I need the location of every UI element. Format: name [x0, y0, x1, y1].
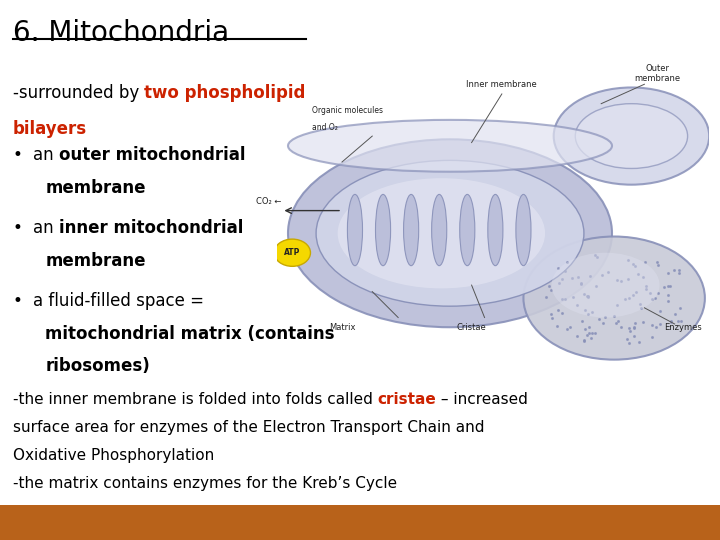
- Ellipse shape: [523, 237, 705, 360]
- Text: membrane: membrane: [45, 252, 146, 270]
- Text: an: an: [33, 146, 59, 164]
- Circle shape: [274, 239, 310, 266]
- Text: outer mitochondrial: outer mitochondrial: [59, 146, 246, 164]
- Text: ATP: ATP: [284, 248, 300, 257]
- Text: Oxidative Phosphorylation: Oxidative Phosphorylation: [13, 448, 215, 463]
- Text: ribosomes): ribosomes): [45, 357, 150, 375]
- Ellipse shape: [348, 194, 363, 266]
- Ellipse shape: [488, 194, 503, 266]
- Text: an: an: [33, 219, 59, 237]
- Ellipse shape: [338, 178, 545, 288]
- Ellipse shape: [575, 104, 688, 168]
- Ellipse shape: [516, 194, 531, 266]
- Text: inner mitochondrial: inner mitochondrial: [59, 219, 243, 237]
- Text: Matrix: Matrix: [329, 323, 355, 333]
- Ellipse shape: [376, 194, 391, 266]
- Text: •: •: [13, 146, 23, 164]
- Text: -the inner membrane is folded into folds called: -the inner membrane is folded into folds…: [13, 392, 378, 407]
- Text: -the matrix contains enzymes for the Kreb’s Cycle: -the matrix contains enzymes for the Kre…: [13, 476, 397, 491]
- Ellipse shape: [554, 87, 709, 185]
- Text: bilayers: bilayers: [13, 120, 87, 138]
- Text: surface area for enzymes of the Electron Transport Chain and: surface area for enzymes of the Electron…: [13, 420, 485, 435]
- Text: •: •: [13, 292, 23, 309]
- Text: a fluid-filled space =: a fluid-filled space =: [33, 292, 210, 309]
- FancyBboxPatch shape: [0, 505, 720, 540]
- Text: cristae: cristae: [378, 392, 436, 407]
- Ellipse shape: [552, 253, 660, 318]
- Text: •: •: [13, 219, 23, 237]
- Ellipse shape: [460, 194, 475, 266]
- Text: membrane: membrane: [45, 179, 146, 197]
- Text: -surrounded by: -surrounded by: [13, 84, 145, 102]
- Text: two phospholipid: two phospholipid: [145, 84, 306, 102]
- Text: Organic molecules: Organic molecules: [312, 106, 383, 116]
- Text: and O₂: and O₂: [312, 123, 338, 132]
- Text: Outer
membrane: Outer membrane: [634, 64, 680, 83]
- Text: 6. Mitochondria: 6. Mitochondria: [13, 19, 229, 47]
- Ellipse shape: [403, 194, 419, 266]
- Ellipse shape: [288, 120, 612, 172]
- Text: Inner membrane: Inner membrane: [467, 80, 537, 90]
- Text: CO₂ ←: CO₂ ←: [256, 197, 281, 206]
- Text: Enzymes: Enzymes: [665, 323, 702, 333]
- Text: Cristae: Cristae: [456, 323, 487, 333]
- Ellipse shape: [316, 160, 584, 306]
- Ellipse shape: [288, 139, 612, 327]
- Text: mitochondrial matrix (contains: mitochondrial matrix (contains: [45, 325, 335, 343]
- Ellipse shape: [432, 194, 446, 266]
- Text: – increased: – increased: [436, 392, 528, 407]
